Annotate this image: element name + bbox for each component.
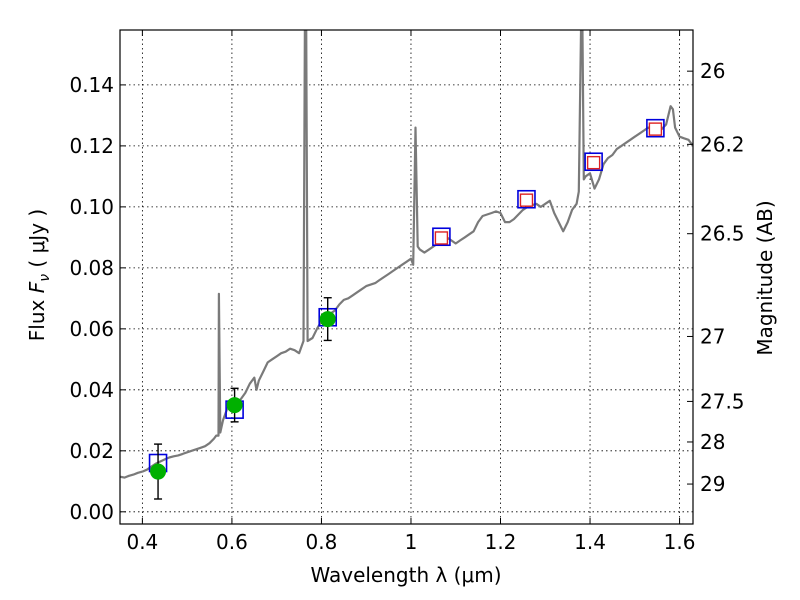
x-axis-label: Wavelength λ (μm) bbox=[310, 563, 501, 587]
plot-frame bbox=[119, 29, 694, 525]
y-axis-label-suffix: ( μJy ) bbox=[25, 209, 49, 274]
x-tick-label: 0.8 bbox=[306, 530, 338, 554]
y-tick-label: 0.10 bbox=[69, 195, 114, 219]
y-tick-label: 0.08 bbox=[69, 256, 114, 280]
tick-labels: 0.4 0.6 0.8 1 1.2 1.4 1.6 0.00 0.02 0.04 0.06 0.08 0… bbox=[69, 59, 744, 554]
right-tick-label: 27.5 bbox=[700, 389, 745, 413]
y-tick-label: 0.06 bbox=[69, 317, 114, 341]
x-tick-label: 1.6 bbox=[664, 530, 696, 554]
observed-point bbox=[226, 397, 243, 414]
model-band-marker bbox=[646, 118, 665, 138]
x-tick-label: 0.6 bbox=[216, 530, 248, 554]
y-tick-label: 0.14 bbox=[69, 73, 114, 97]
right-tick-label: 26 bbox=[700, 59, 725, 83]
model-band-marker bbox=[432, 227, 451, 247]
model-spectrum-line bbox=[120, 30, 693, 479]
right-tick-label: 26.5 bbox=[700, 222, 745, 246]
right-tick-label: 29 bbox=[700, 472, 725, 496]
x-tick-label: 0.4 bbox=[126, 530, 158, 554]
y-axis-label-symbol: F bbox=[25, 281, 49, 293]
right-tick-label: 26.2 bbox=[700, 132, 745, 156]
y-tick-label: 0.02 bbox=[69, 439, 114, 463]
model-band-marker bbox=[517, 189, 536, 209]
spectrum-layer bbox=[120, 30, 693, 479]
y-axis-label-prefix: Flux bbox=[25, 293, 49, 341]
x-tick-label: 1.4 bbox=[574, 530, 606, 554]
grid bbox=[120, 30, 693, 524]
x-tick-label: 1.2 bbox=[485, 530, 517, 554]
y-axis-label: Flux Fν ( μJy ) bbox=[25, 209, 53, 341]
right-tick-label: 27 bbox=[700, 324, 725, 348]
observed-point bbox=[150, 463, 167, 480]
model-inner-marker bbox=[434, 231, 449, 245]
observed-point bbox=[319, 311, 336, 328]
y-tick-label: 0.00 bbox=[69, 500, 114, 524]
y-tick-label: 0.04 bbox=[69, 378, 114, 402]
right-tick-label: 28 bbox=[700, 430, 725, 454]
right-axis-label: Magnitude (AB) bbox=[753, 200, 777, 355]
x-tick-label: 1 bbox=[405, 530, 418, 554]
model-inner-marker bbox=[648, 122, 663, 136]
model-band-marker bbox=[584, 152, 603, 172]
model-inner-marker bbox=[586, 155, 601, 170]
marker-layer bbox=[148, 118, 665, 500]
model-inner-marker bbox=[519, 193, 534, 207]
y-tick-label: 0.12 bbox=[69, 134, 114, 158]
y-axis-label-subscript: ν bbox=[37, 274, 53, 282]
ticks bbox=[120, 30, 693, 524]
